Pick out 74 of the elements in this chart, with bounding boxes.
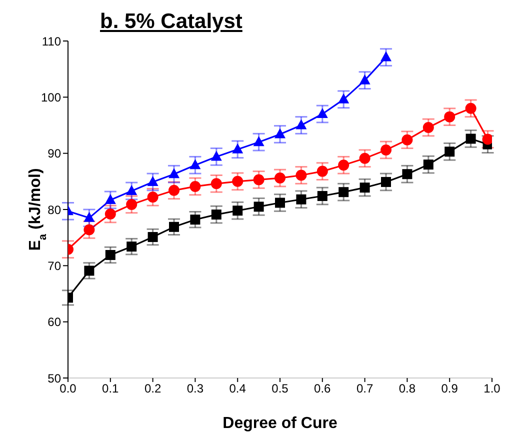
point <box>168 168 180 178</box>
point <box>126 184 138 195</box>
point <box>253 136 264 146</box>
point <box>466 134 476 144</box>
point <box>168 184 180 196</box>
point <box>190 159 201 170</box>
point <box>338 160 350 171</box>
point <box>147 176 158 186</box>
point <box>84 266 94 276</box>
point <box>84 212 95 222</box>
point <box>423 160 434 170</box>
point <box>296 194 306 204</box>
point <box>148 232 158 242</box>
point <box>126 198 138 210</box>
point <box>274 128 286 138</box>
point <box>402 169 412 180</box>
point <box>444 146 455 157</box>
point <box>296 119 307 130</box>
point <box>381 176 391 187</box>
point <box>274 172 286 184</box>
point <box>232 176 244 187</box>
x-tick-label: 0.5 <box>272 382 289 396</box>
point <box>211 210 222 220</box>
point <box>402 134 413 146</box>
x-tick-label: 1.0 <box>484 382 501 396</box>
point <box>359 74 370 84</box>
point <box>210 150 222 161</box>
y-tick-label: 50 <box>48 371 62 386</box>
point <box>338 187 349 198</box>
point <box>190 214 200 225</box>
point <box>253 174 264 186</box>
point <box>169 222 179 232</box>
x-tick-label: 0.1 <box>102 382 120 396</box>
point <box>360 182 370 193</box>
point <box>316 166 328 177</box>
x-tick-label: 0.2 <box>144 382 162 396</box>
x-tick-label: 0.4 <box>229 382 246 396</box>
y-tick-label: 60 <box>48 315 62 330</box>
point <box>126 242 137 252</box>
point <box>232 143 244 154</box>
y-tick-label: 70 <box>48 258 62 273</box>
point <box>380 144 392 156</box>
y-tick-label: 90 <box>48 146 62 161</box>
point <box>338 93 350 104</box>
x-tick-label: 0.9 <box>441 382 458 396</box>
point <box>359 152 370 164</box>
point <box>84 224 95 236</box>
point <box>275 198 285 208</box>
point <box>444 111 456 122</box>
y-tick-label: 110 <box>42 34 62 48</box>
y-tick-label: 100 <box>40 90 62 104</box>
point <box>316 108 328 118</box>
x-tick-label: 0.0 <box>60 382 77 396</box>
point <box>482 134 492 145</box>
point <box>465 102 476 114</box>
point <box>210 178 222 190</box>
point <box>254 202 264 212</box>
y-tick-label: 80 <box>48 202 62 217</box>
point <box>232 206 243 216</box>
x-tick-label: 0.3 <box>186 382 204 396</box>
point <box>380 51 392 62</box>
point <box>104 208 116 220</box>
point <box>147 192 158 203</box>
x-axis-title: Degree of Cure <box>222 415 338 432</box>
point <box>296 170 307 181</box>
point <box>104 194 116 204</box>
point <box>317 191 328 202</box>
point <box>190 180 201 192</box>
point <box>105 250 116 260</box>
chart-title: b. 5% Catalyst <box>100 10 242 34</box>
x-tick-label: 0.6 <box>314 382 332 396</box>
x-tick-label: 0.7 <box>356 382 374 396</box>
point <box>422 122 434 133</box>
x-tick-label: 0.8 <box>398 382 416 396</box>
